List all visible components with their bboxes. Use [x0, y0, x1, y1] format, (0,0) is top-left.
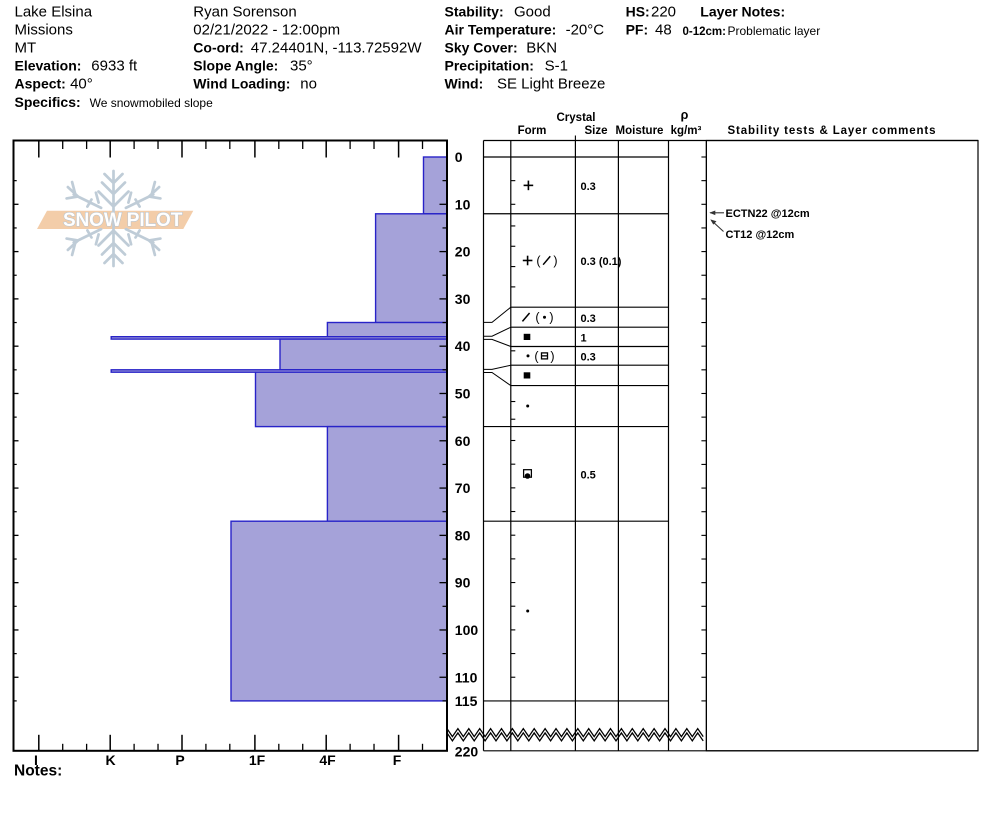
svg-text:10: 10 — [455, 196, 471, 212]
svg-text:Air Temperature:-20°C: Air Temperature: -20°C — [445, 22, 605, 39]
svg-text:I: I — [34, 752, 38, 768]
svg-text:4F: 4F — [319, 752, 336, 768]
svg-text:20: 20 — [455, 244, 471, 260]
svg-text:90: 90 — [455, 575, 471, 591]
svg-text:): ) — [550, 349, 554, 363]
svg-text:ECTN22 @12cm: ECTN22 @12cm — [726, 208, 810, 220]
svg-text:Stability tests & Layer commen: Stability tests & Layer comments — [728, 125, 936, 137]
svg-text:0.3: 0.3 — [581, 181, 596, 193]
svg-text:0.3: 0.3 — [581, 352, 596, 364]
svg-text:Slope Angle:35°: Slope Angle: 35° — [193, 58, 312, 75]
svg-text:0.3: 0.3 — [581, 313, 596, 325]
svg-text:30: 30 — [455, 291, 471, 307]
svg-text:CT12 @12cm: CT12 @12cm — [726, 229, 795, 241]
svg-text:Specifics:We snowmobiled slope: Specifics: We snowmobiled slope — [15, 94, 214, 110]
svg-text:60: 60 — [455, 433, 471, 449]
svg-text:0.3 (0.1): 0.3 (0.1) — [581, 256, 622, 268]
svg-text:Wind:SE Light Breeze: Wind: SE Light Breeze — [445, 76, 606, 93]
svg-text:80: 80 — [455, 527, 471, 543]
svg-text:Aspect:40°: Aspect: 40° — [15, 76, 93, 93]
svg-text:MT: MT — [15, 40, 37, 57]
svg-text:Elevation:6933 ft: Elevation: 6933 ft — [15, 58, 139, 75]
svg-text:PF:48: PF: 48 — [626, 22, 672, 39]
svg-text:Co-ord:47.24401N, -113.72592W: Co-ord: 47.24401N, -113.72592W — [193, 40, 422, 57]
svg-text:SNOW PILOT: SNOW PILOT — [63, 210, 184, 231]
svg-text:115: 115 — [455, 693, 478, 709]
svg-text:K: K — [105, 752, 115, 768]
svg-text:Notes:: Notes: — [14, 763, 62, 780]
svg-text:1F: 1F — [249, 752, 266, 768]
svg-text:P: P — [175, 752, 184, 768]
svg-text:1: 1 — [581, 333, 587, 345]
svg-text:Wind Loading:no: Wind Loading: no — [193, 76, 317, 93]
svg-text:kg/m³: kg/m³ — [671, 125, 702, 137]
svg-text:Lake Elsina: Lake Elsina — [15, 4, 93, 21]
svg-text:Moisture: Moisture — [616, 125, 664, 137]
svg-text:Form: Form — [518, 125, 547, 137]
svg-text:70: 70 — [455, 480, 471, 496]
svg-text:Sky Cover:BKN: Sky Cover: BKN — [445, 40, 558, 57]
svg-text:0.5: 0.5 — [581, 470, 596, 482]
svg-text:Precipitation:S-1: Precipitation: S-1 — [445, 58, 568, 75]
svg-text:0-12cm:Problematic layer: 0-12cm: Problematic layer — [683, 24, 821, 38]
svg-text:40: 40 — [455, 338, 471, 354]
svg-text:(: ( — [536, 254, 541, 268]
svg-text:ρ: ρ — [681, 108, 689, 122]
svg-text:Crystal: Crystal — [557, 112, 596, 124]
svg-text:(: ( — [535, 311, 540, 325]
svg-text:Missions: Missions — [15, 22, 73, 39]
svg-text:(: ( — [534, 349, 539, 363]
svg-text:0: 0 — [455, 149, 463, 165]
svg-text:Size: Size — [584, 125, 607, 137]
svg-text:50: 50 — [455, 386, 471, 402]
svg-text:F: F — [393, 752, 402, 768]
svg-text:02/21/2022 - 12:00pm: 02/21/2022 - 12:00pm — [193, 22, 340, 39]
svg-text:): ) — [549, 311, 553, 325]
svg-text:220: 220 — [455, 743, 479, 759]
svg-text:Layer Notes:: Layer Notes: — [700, 4, 785, 20]
svg-text:): ) — [553, 254, 557, 268]
svg-text:110: 110 — [455, 669, 478, 685]
svg-text:100: 100 — [455, 622, 479, 638]
svg-text:Ryan Sorenson: Ryan Sorenson — [193, 4, 296, 21]
svg-text:HS:220: HS:220 — [626, 4, 676, 21]
svg-text:Stability:Good: Stability: Good — [445, 4, 551, 21]
